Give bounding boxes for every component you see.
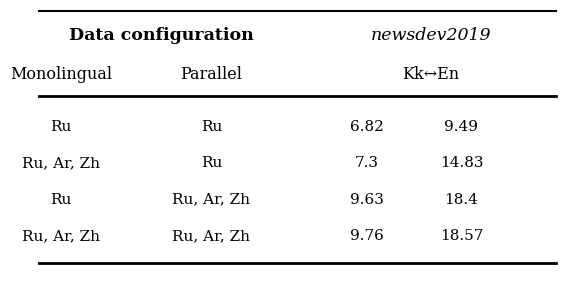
Text: 9.49: 9.49 (444, 120, 479, 133)
Text: 6.82: 6.82 (350, 120, 384, 133)
Text: Ru: Ru (51, 193, 72, 207)
Text: Ru: Ru (51, 120, 72, 133)
Text: Ru: Ru (201, 156, 222, 170)
Text: 9.63: 9.63 (350, 193, 384, 207)
Text: Ru, Ar, Zh: Ru, Ar, Zh (172, 193, 250, 207)
Text: Ru, Ar, Zh: Ru, Ar, Zh (172, 229, 250, 243)
Text: 9.76: 9.76 (350, 229, 384, 243)
Text: 7.3: 7.3 (355, 156, 379, 170)
Text: Data configuration: Data configuration (69, 27, 254, 44)
Text: 18.57: 18.57 (440, 229, 483, 243)
Text: 18.4: 18.4 (444, 193, 478, 207)
Text: Parallel: Parallel (180, 66, 242, 83)
Text: newsdev2019: newsdev2019 (371, 27, 491, 44)
Text: Kk↔En: Kk↔En (402, 66, 459, 83)
Text: Monolingual: Monolingual (10, 66, 113, 83)
Text: 14.83: 14.83 (440, 156, 483, 170)
Text: Ru, Ar, Zh: Ru, Ar, Zh (22, 229, 100, 243)
Text: Ru, Ar, Zh: Ru, Ar, Zh (22, 156, 100, 170)
Text: Ru: Ru (201, 120, 222, 133)
